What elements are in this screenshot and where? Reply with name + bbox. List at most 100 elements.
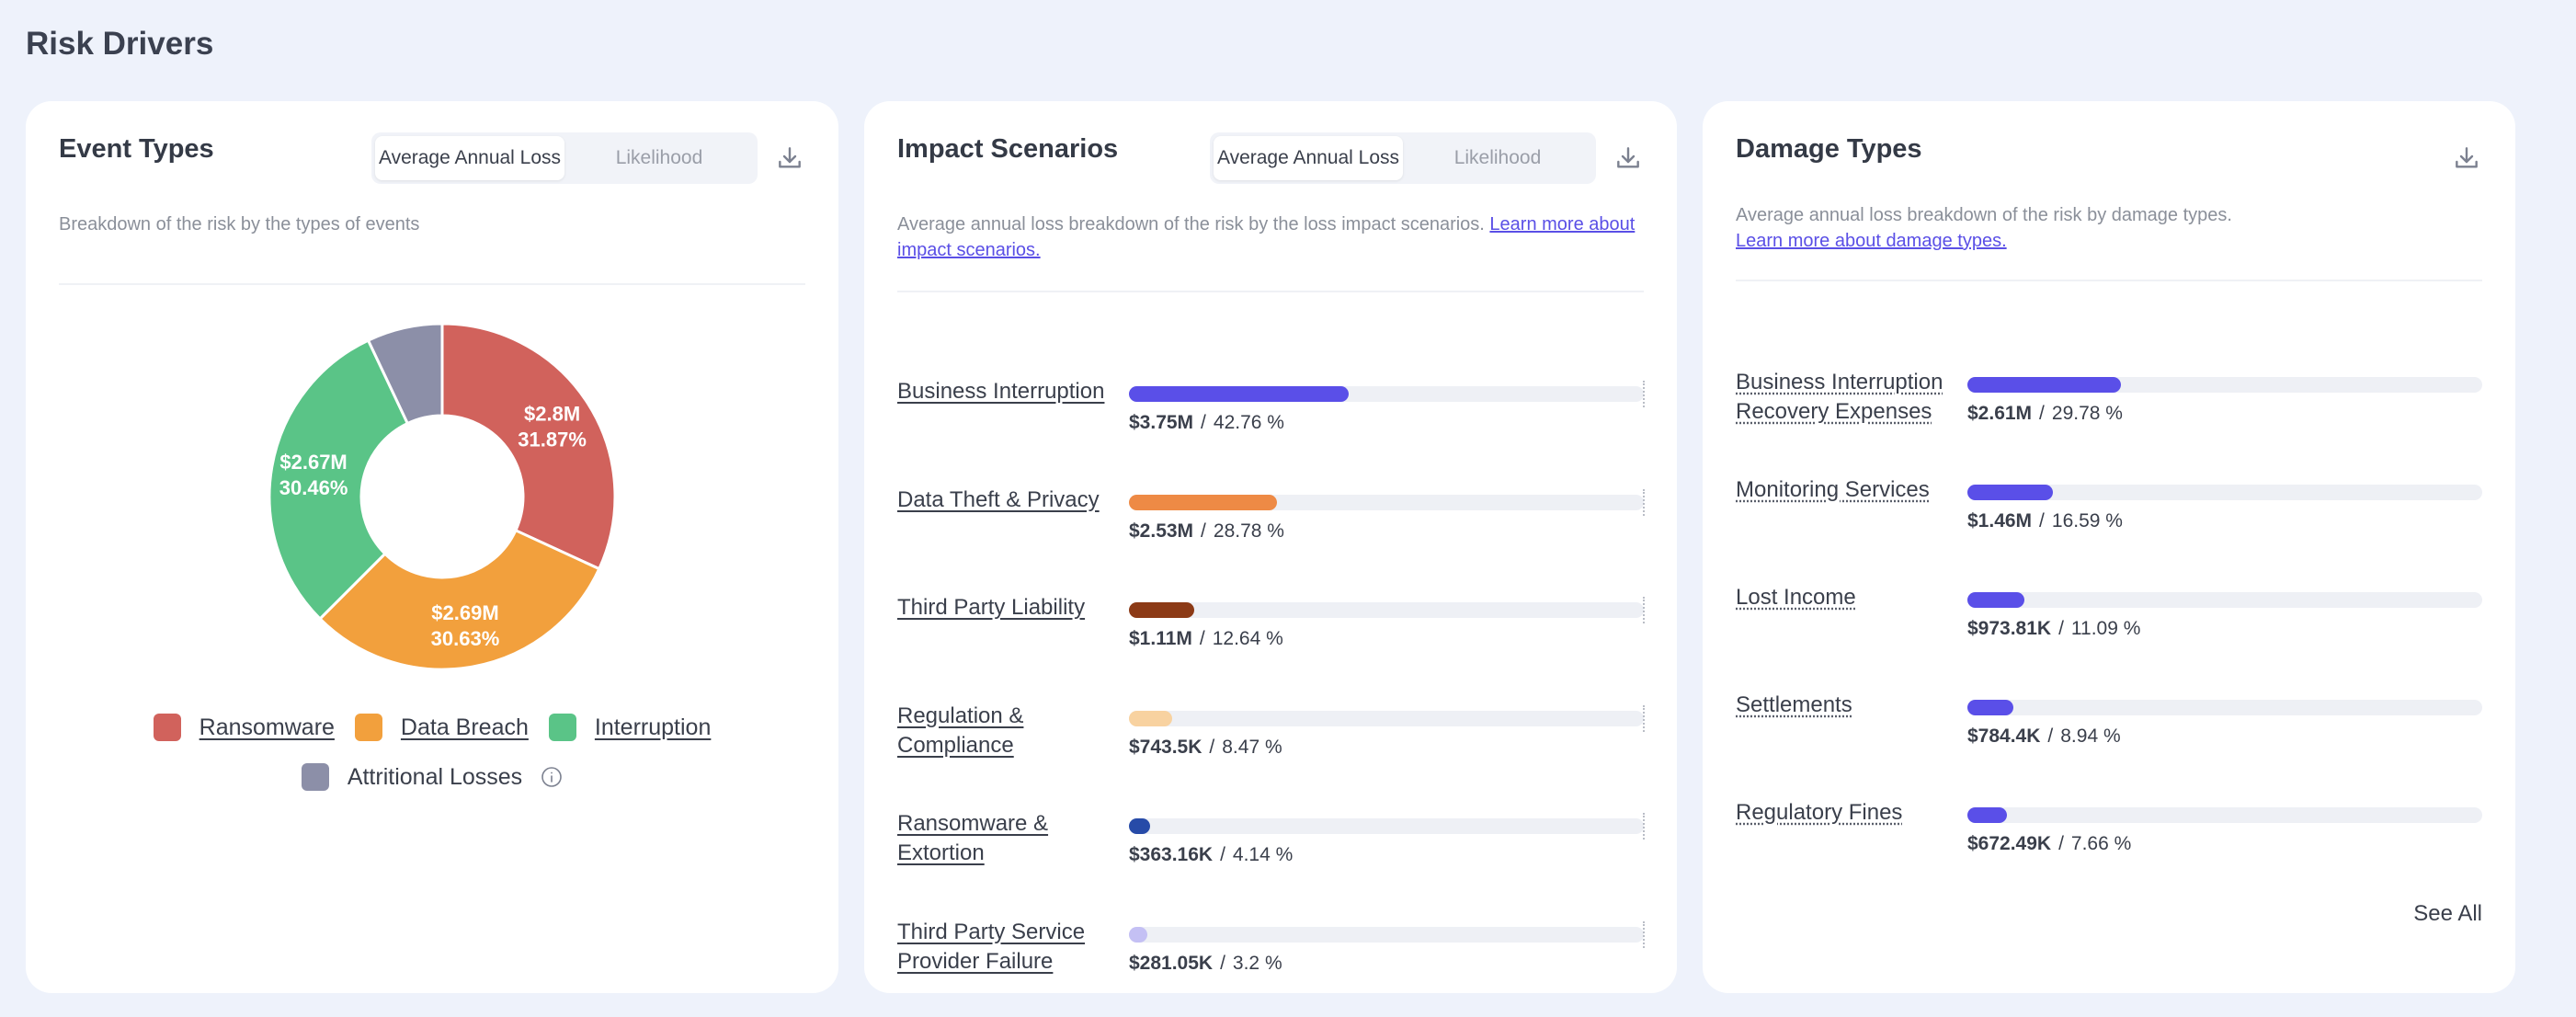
row-label[interactable]: Third Party Service Provider Failure <box>897 919 1086 974</box>
impact-scenarios-card: Impact Scenarios Average Annual Loss Lik… <box>864 101 1677 993</box>
bar-row: Settlements $784.4K / 8.94 % <box>1736 691 2482 764</box>
legend-swatch <box>153 714 181 741</box>
progress-track <box>1129 813 1645 840</box>
bar-row: Ransomware & Extortion $363.16K / 4.14 % <box>897 809 1645 883</box>
legend-data-breach[interactable]: Data Breach <box>354 714 529 741</box>
progress-track <box>1129 597 1645 623</box>
legend-label: Data Breach <box>400 714 529 740</box>
bar-row: Business Interruption Recovery Expenses $… <box>1736 368 2482 441</box>
progress-fill <box>1129 818 1151 834</box>
donut-slice-attritional-losses[interactable] <box>366 322 444 426</box>
progress-track <box>1129 920 1645 948</box>
download-icon[interactable] <box>775 143 804 173</box>
row-amount: $784.4K <box>1967 726 2041 747</box>
toggle-average-annual-loss[interactable]: Average Annual Loss <box>1214 136 1403 180</box>
progress-fill <box>1967 377 2121 393</box>
row-amount: $1.46M <box>1967 510 2033 531</box>
separator: / <box>2039 510 2045 531</box>
row-value: $281.05K / 3.2 % <box>1129 953 1282 975</box>
legend-swatch <box>548 714 576 741</box>
row-label[interactable]: Ransomware & Extortion <box>897 811 1049 865</box>
row-amount: $3.75M <box>1129 412 1194 433</box>
row-label[interactable]: Business Interruption <box>897 379 1105 404</box>
donut-slice-ransomware[interactable] <box>440 322 617 571</box>
see-all-button[interactable]: See All <box>2413 901 2482 926</box>
row-percent: 8.47 % <box>1222 736 1282 758</box>
donut-legend: Ransomware Data Breach Interruption <box>26 714 838 741</box>
row-label[interactable]: Monitoring Services <box>1736 477 1930 502</box>
row-value: $3.75M / 42.76 % <box>1129 412 1284 434</box>
event-types-title: Event Types <box>59 134 214 164</box>
learn-more-damage-link[interactable]: Learn more about damage types. <box>1736 231 2007 251</box>
legend-attritional-losses: Attritional Losses <box>301 763 563 791</box>
toggle-average-annual-loss[interactable]: Average Annual Loss <box>375 136 564 180</box>
row-label[interactable]: Regulation & Compliance <box>897 703 1024 758</box>
donut-value-label: $2.69M <box>431 601 498 624</box>
row-value: $743.5K / 8.47 % <box>1129 737 1282 759</box>
row-value: $363.16K / 4.14 % <box>1129 844 1293 866</box>
progress-fill <box>1967 592 2025 608</box>
separator: / <box>1220 952 1225 974</box>
row-label[interactable]: Data Theft & Privacy <box>897 486 1100 512</box>
donut-slice-data-breach[interactable] <box>317 528 601 671</box>
download-icon[interactable] <box>1613 143 1643 173</box>
impact-scenarios-description: Average annual loss breakdown of the ris… <box>897 211 1651 263</box>
divider <box>897 291 1644 292</box>
row-value: $672.49K / 7.66 % <box>1967 833 2131 855</box>
toggle-likelihood[interactable]: Likelihood <box>615 147 703 168</box>
separator: / <box>1220 844 1225 865</box>
row-amount: $973.81K <box>1967 618 2052 639</box>
row-percent: 42.76 % <box>1213 412 1284 433</box>
separator: / <box>1201 520 1206 542</box>
impact-metric-toggle: Average Annual Loss Likelihood <box>1210 132 1596 184</box>
legend-label: Ransomware <box>199 714 335 740</box>
row-value: $2.61M / 29.78 % <box>1967 403 2123 425</box>
row-label[interactable]: Settlements <box>1736 692 1852 717</box>
row-value: $973.81K / 11.09 % <box>1967 618 2140 640</box>
row-percent: 28.78 % <box>1213 520 1284 542</box>
legend-swatch <box>354 714 382 741</box>
divider <box>1736 280 2482 281</box>
donut-slice-interruption[interactable] <box>268 338 410 622</box>
progress-fill <box>1129 926 1147 943</box>
track-end-marker <box>1643 488 1645 516</box>
progress-fill <box>1129 602 1194 618</box>
track-end-marker <box>1643 813 1645 840</box>
row-percent: 11.09 % <box>2070 618 2141 639</box>
separator: / <box>1199 628 1205 649</box>
progress-track <box>1967 700 2482 715</box>
row-percent: 12.64 % <box>1212 628 1283 649</box>
bar-row: Monitoring Services $1.46M / 16.59 % <box>1736 475 2482 549</box>
progress-fill <box>1967 485 2053 500</box>
row-percent: 7.66 % <box>2070 833 2132 854</box>
separator: / <box>2058 833 2064 854</box>
progress-fill <box>1129 386 1350 402</box>
bar-row: Lost Income $973.81K / 11.09 % <box>1736 583 2482 657</box>
row-percent: 3.2 % <box>1232 952 1282 974</box>
bar-row: Regulation & Compliance $743.5K / 8.47 % <box>897 702 1645 775</box>
divider <box>59 283 805 285</box>
legend-label: Attritional Losses <box>347 763 523 790</box>
row-value: $784.4K / 8.94 % <box>1967 726 2121 748</box>
description-text: Average annual loss breakdown of the ris… <box>1736 205 2232 225</box>
row-label[interactable]: Lost Income <box>1736 585 1856 610</box>
row-label[interactable]: Regulatory Fines <box>1736 800 1903 825</box>
row-label[interactable]: Business Interruption Recovery Expenses <box>1736 370 1943 424</box>
donut-percent-label: 30.63% <box>431 627 500 650</box>
separator: / <box>1209 736 1215 758</box>
track-end-marker <box>1643 920 1645 948</box>
row-percent: 29.78 % <box>2051 403 2123 424</box>
info-icon[interactable] <box>541 766 563 788</box>
learn-more-impact-link[interactable]: Learn more about impact scenarios. <box>897 214 1636 260</box>
row-label[interactable]: Third Party Liability <box>897 595 1086 620</box>
separator: / <box>1201 412 1206 433</box>
legend-ransomware[interactable]: Ransomware <box>153 714 335 741</box>
track-end-marker <box>1643 381 1645 407</box>
legend-swatch <box>301 763 329 791</box>
toggle-likelihood[interactable]: Likelihood <box>1453 147 1542 168</box>
download-icon[interactable] <box>2452 143 2481 173</box>
legend-interruption[interactable]: Interruption <box>548 714 711 741</box>
row-amount: $1.11M <box>1129 628 1192 649</box>
row-value: $1.46M / 16.59 % <box>1967 510 2123 532</box>
